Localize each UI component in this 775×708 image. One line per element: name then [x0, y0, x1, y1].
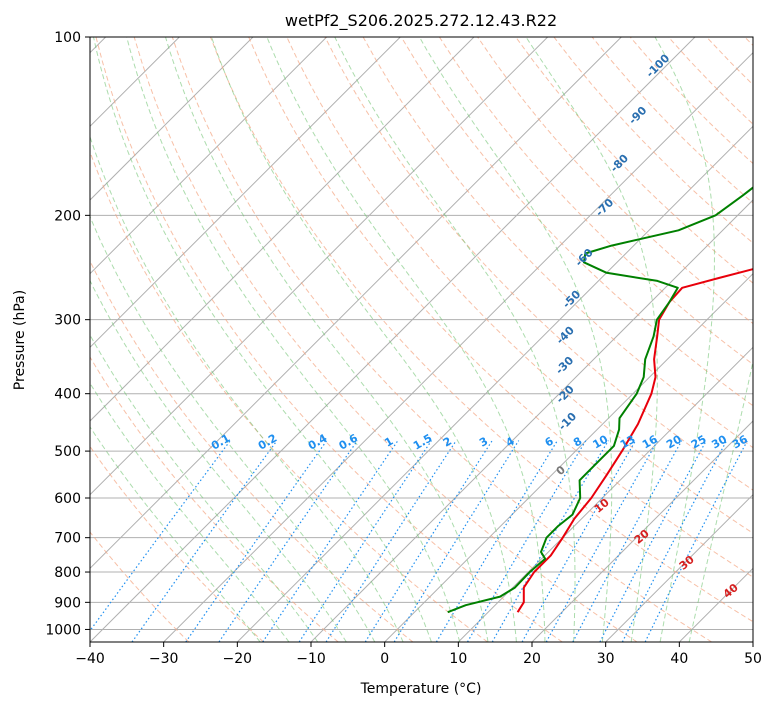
y-tick-label: 600 [54, 491, 81, 507]
isotherm [90, 37, 254, 201]
isotherm [90, 37, 696, 642]
isotherm [531, 420, 753, 642]
isotherm [384, 272, 753, 642]
x-tick-label: −40 [75, 651, 105, 667]
moist-adiabat [90, 426, 261, 642]
x-tick-label: −10 [296, 651, 326, 667]
y-tick-label: 400 [54, 387, 81, 403]
dry-adiabat [90, 150, 488, 642]
x-tick-label: 20 [523, 651, 541, 667]
y-tick-label: 100 [54, 30, 81, 46]
mixing-ratio-line [521, 440, 637, 642]
moist-adiabat [418, 37, 613, 642]
x-tick-label: 10 [449, 651, 467, 667]
moist-adiabat [266, 37, 546, 642]
mixing-ratio-line [393, 440, 520, 642]
x-tick-label: 30 [597, 651, 615, 667]
mixing-ratio-line [644, 440, 748, 642]
mixing-ratio-line [131, 440, 278, 642]
isotherm [90, 37, 328, 275]
x-tick-label: −30 [149, 651, 179, 667]
dry-adiabat [90, 259, 414, 642]
y-tick-label: 800 [54, 565, 81, 581]
moist-adiabat [93, 37, 432, 642]
y-axis-title: Pressure (hPa) [12, 290, 28, 390]
profile-line-1 [447, 186, 753, 614]
isotherm [90, 37, 622, 570]
background-lines [90, 37, 753, 642]
isotherm [90, 37, 401, 349]
dry-adiabat [210, 37, 753, 623]
isotherm [90, 37, 475, 422]
y-axis: 100 200 300 400 500 600 700 800 900 1000 [45, 30, 90, 638]
mixing-ratio-line [466, 440, 587, 642]
moist-adiabat [126, 37, 461, 642]
x-tick-label: −20 [223, 651, 253, 667]
isotherm [90, 37, 549, 496]
moist-adiabat [90, 215, 376, 642]
mixing-ratio-line [90, 440, 231, 632]
isotherm [236, 125, 753, 642]
isotherm [163, 51, 753, 642]
dry-adiabat [95, 37, 563, 642]
dry-adiabat [133, 37, 638, 642]
y-tick-label: 700 [54, 531, 81, 547]
chart-title: wetPf2_S206.2025.272.12.43.R22 [285, 11, 557, 31]
dry-adiabat [438, 37, 753, 366]
y-tick-label: 300 [54, 313, 81, 329]
dry-adiabat [171, 37, 712, 642]
profiles [447, 186, 753, 614]
moist-adiabat [688, 359, 753, 642]
profile-line-0 [516, 268, 753, 613]
moist-adiabat [90, 135, 404, 642]
dry-adiabat [324, 37, 753, 491]
moist-adiabat [90, 382, 290, 642]
moist-adiabat [334, 37, 576, 642]
mixing-ratio-line [545, 440, 659, 642]
dry-adiabat [515, 37, 753, 284]
moist-adiabat [90, 334, 319, 642]
isotherm [605, 493, 753, 642]
moist-adiabat [525, 37, 658, 642]
moist-adiabat [165, 37, 489, 642]
mixing-ratio-line [435, 440, 558, 642]
x-axis: −40 −30 −20 −10 0 10 20 30 40 50 [75, 642, 762, 667]
mixing-ratio-line [298, 440, 432, 642]
plot-frame [89, 36, 754, 643]
x-tick-label: 0 [380, 651, 389, 667]
x-tick-label: 40 [670, 651, 688, 667]
mixing-ratio-line [572, 440, 683, 642]
y-tick-label: 500 [54, 444, 81, 460]
y-tick-label: 1000 [45, 622, 81, 638]
dry-adiabat [90, 531, 190, 642]
y-tick-label: 200 [54, 208, 81, 224]
x-axis-title: Temperature (°C) [360, 681, 482, 697]
mixing-ratio-line [185, 440, 328, 642]
y-tick-label: 900 [54, 595, 81, 611]
mixing-ratio-line [491, 440, 609, 642]
dry-adiabat [90, 445, 264, 642]
x-tick-label: 50 [744, 651, 762, 667]
dry-adiabat [248, 37, 753, 578]
mixing-ratio-line [364, 440, 493, 642]
moist-adiabat [654, 37, 716, 642]
moist-adiabat [211, 37, 517, 642]
mixing-ratio-line [262, 440, 399, 642]
dry-adiabat [90, 356, 339, 642]
dry-adiabat [400, 37, 753, 407]
plot-area [90, 37, 753, 642]
mixing-ratio-line [325, 440, 457, 642]
